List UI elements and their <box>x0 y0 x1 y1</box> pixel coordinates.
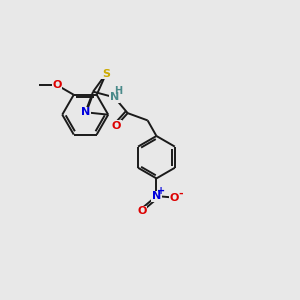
Text: S: S <box>102 69 110 79</box>
Text: O: O <box>170 193 179 202</box>
Text: N: N <box>110 92 119 102</box>
Text: O: O <box>112 121 121 130</box>
Text: N: N <box>81 107 90 117</box>
Text: +: + <box>158 186 166 196</box>
Text: N: N <box>152 191 161 201</box>
Text: O: O <box>137 206 146 216</box>
Text: O: O <box>52 80 62 90</box>
Text: -: - <box>179 188 184 198</box>
Text: H: H <box>114 86 122 96</box>
